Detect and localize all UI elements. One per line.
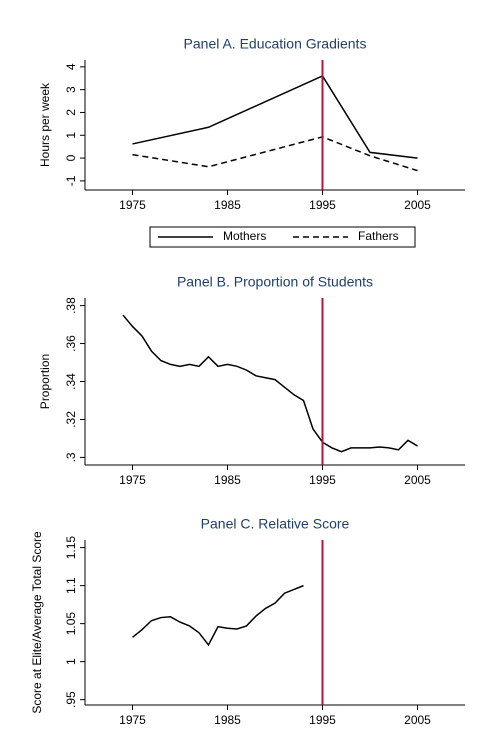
x-tick-label: 1975 — [119, 713, 146, 727]
y-axis-label: Proportion — [38, 354, 52, 409]
y-tick-label: .32 — [64, 411, 78, 428]
y-tick-label: 1 — [64, 132, 78, 139]
y-tick-label: 0 — [64, 154, 78, 161]
legend-label: Fathers — [358, 229, 399, 243]
y-tick-label: .34 — [64, 373, 78, 390]
panel-title: Panel C. Relative Score — [201, 516, 350, 532]
x-tick-label: 1995 — [309, 473, 336, 487]
y-tick-label: .95 — [64, 691, 78, 708]
y-tick-label: 1.1 — [64, 577, 78, 594]
x-tick-label: 2005 — [404, 473, 431, 487]
y-tick-label: .38 — [64, 297, 78, 314]
y-tick-label: -1 — [64, 175, 78, 186]
y-tick-label: 2 — [64, 109, 78, 116]
legend-box — [149, 226, 416, 248]
x-tick-label: 1985 — [214, 713, 241, 727]
x-tick-label: 2005 — [404, 198, 431, 212]
y-axis-label: Hours per week — [38, 82, 52, 167]
series-line — [122, 314, 418, 453]
y-tick-label: 1.05 — [64, 612, 78, 636]
y-tick-label: .3 — [64, 452, 78, 462]
panel-title: Panel B. Proportion of Students — [177, 274, 373, 290]
y-tick-label: 1.15 — [64, 536, 78, 560]
y-tick-label: .36 — [64, 335, 78, 352]
series-line — [132, 584, 304, 647]
y-tick-label: 4 — [64, 63, 78, 70]
y-tick-label: 3 — [64, 86, 78, 93]
x-tick-label: 1985 — [214, 473, 241, 487]
x-tick-label: 1995 — [309, 198, 336, 212]
x-tick-label: 1985 — [214, 198, 241, 212]
x-tick-label: 2005 — [404, 713, 431, 727]
y-tick-label: 1 — [64, 658, 78, 665]
x-tick-label: 1975 — [119, 198, 146, 212]
legend-label: Mothers — [223, 229, 266, 243]
y-axis-label: Score at Elite/Average Total Score — [30, 531, 44, 714]
x-tick-label: 1975 — [119, 473, 146, 487]
panel-title: Panel A. Education Gradients — [184, 36, 367, 52]
x-tick-label: 1995 — [309, 713, 336, 727]
